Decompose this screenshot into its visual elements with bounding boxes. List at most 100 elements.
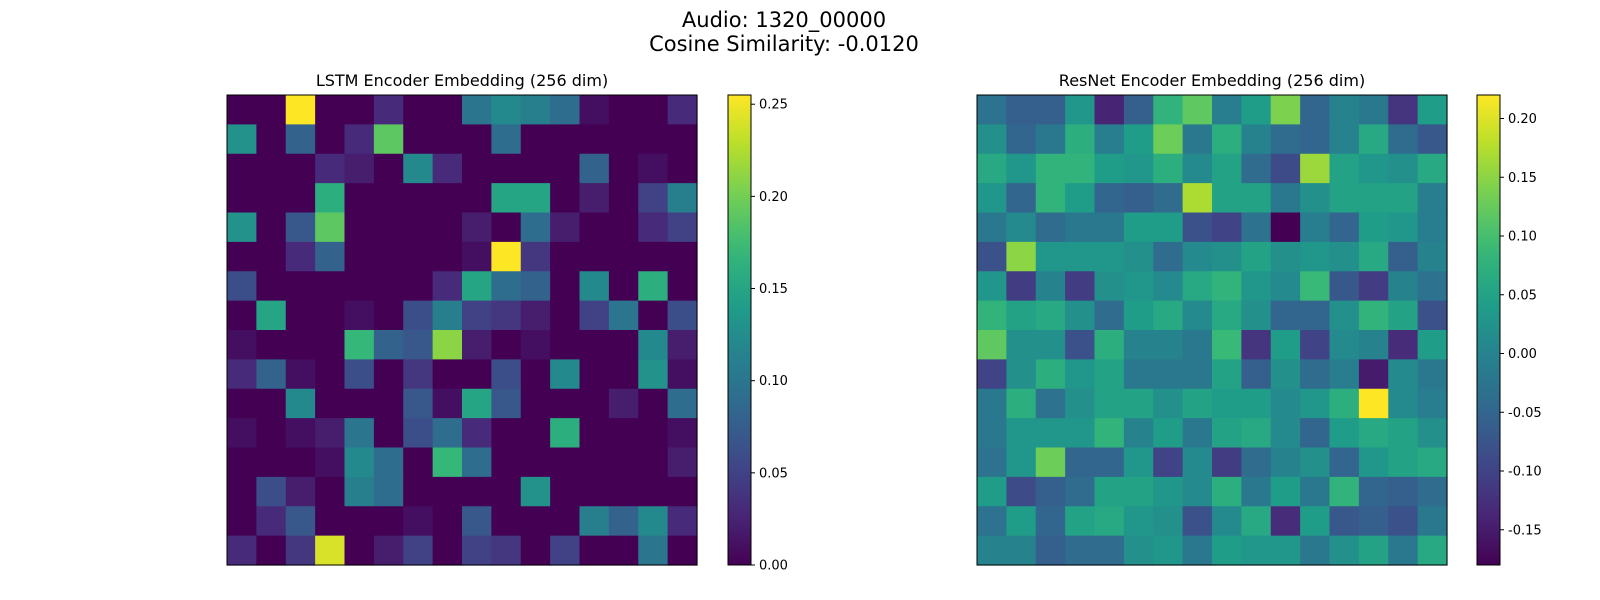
lstm-heatmap-cell (227, 212, 257, 243)
resnet-heatmap-cell (1388, 330, 1419, 360)
resnet-heatmap-cell (1182, 359, 1213, 390)
resnet-heatmap-cell (1241, 506, 1272, 537)
resnet-colorbar-tick-label: -0.15 (1508, 523, 1542, 538)
lstm-heatmap-cell (520, 506, 551, 537)
resnet-heatmap-cell (1182, 535, 1213, 566)
resnet-heatmap-cell (1300, 95, 1331, 125)
lstm-heatmap-cell (462, 153, 492, 184)
resnet-heatmap-cell (1094, 241, 1125, 272)
lstm-heatmap-cell (638, 506, 669, 537)
resnet-heatmap-cell (1123, 241, 1154, 272)
lstm-heatmap-cell (256, 535, 287, 566)
lstm-heatmap-cell (344, 183, 375, 214)
resnet-heatmap-cell (1123, 95, 1154, 125)
resnet-heatmap-cell (1094, 447, 1125, 478)
resnet-heatmap-cell (1153, 241, 1184, 272)
resnet-heatmap-cell (1329, 418, 1360, 449)
lstm-heatmap-cell (491, 153, 522, 184)
resnet-heatmap-cell (977, 153, 1007, 184)
lstm-heatmap-cell (579, 212, 610, 243)
resnet-heatmap-cell (1006, 330, 1037, 360)
resnet-colorbar (1476, 94, 1501, 566)
resnet-heatmap-cell (1300, 359, 1331, 390)
lstm-heatmap-cell (344, 300, 375, 331)
lstm-heatmap-cell (285, 506, 316, 537)
resnet-heatmap-cell (1241, 388, 1272, 419)
resnet-heatmap-cell (1065, 95, 1096, 125)
resnet-colorbar-tick-label: 0.15 (1508, 171, 1537, 186)
lstm-heatmap-cell (462, 271, 492, 302)
lstm-heatmap-cell (256, 506, 287, 537)
resnet-heatmap-cell (1212, 241, 1242, 272)
lstm-heatmap-cell (432, 418, 463, 449)
resnet-heatmap-cell (1212, 124, 1242, 155)
lstm-heatmap-cell (256, 359, 287, 390)
lstm-heatmap-cell (491, 330, 522, 360)
lstm-heatmap-cell (315, 359, 346, 390)
lstm-heatmap-cell (344, 241, 375, 272)
lstm-colorbar-tick-label: 0.10 (759, 374, 788, 389)
resnet-heatmap-cell (1329, 95, 1360, 125)
resnet-heatmap-cell (1123, 535, 1154, 566)
lstm-heatmap-cell (579, 388, 610, 419)
lstm-heatmap-cell (403, 300, 434, 331)
lstm-heatmap-cell (403, 418, 434, 449)
lstm-colorbar (727, 94, 752, 566)
resnet-heatmap-cell (1153, 476, 1184, 507)
lstm-heatmap-cell (285, 212, 316, 243)
lstm-heatmap-cell (638, 535, 669, 566)
lstm-heatmap-cell (256, 95, 287, 125)
lstm-heatmap-cell (373, 476, 404, 507)
resnet-heatmap-cell (1388, 183, 1419, 214)
lstm-heatmap-cell (667, 447, 698, 478)
resnet-heatmap-cell (1241, 535, 1272, 566)
lstm-heatmap-cell (285, 418, 316, 449)
lstm-heatmap-cell (667, 241, 698, 272)
lstm-heatmap-cell (667, 388, 698, 419)
lstm-heatmap-cell (608, 153, 639, 184)
resnet-heatmap-cell (1388, 447, 1419, 478)
lstm-heatmap-cell (491, 476, 522, 507)
lstm-heatmap-cell (315, 300, 346, 331)
lstm-heatmap-cell (520, 359, 551, 390)
lstm-heatmap-cell (256, 330, 287, 360)
resnet-heatmap-cell (1270, 330, 1301, 360)
resnet-heatmap-cell (977, 183, 1007, 214)
resnet-heatmap-cell (1417, 212, 1448, 243)
lstm-heatmap-cell (432, 506, 463, 537)
resnet-heatmap-cell (1065, 476, 1096, 507)
resnet-heatmap-cell (1300, 418, 1331, 449)
resnet-heatmap-cell (1153, 388, 1184, 419)
lstm-heatmap-cell (227, 447, 257, 478)
resnet-heatmap-cell (1388, 241, 1419, 272)
lstm-heatmap-cell (638, 476, 669, 507)
resnet-heatmap-cell (1035, 153, 1066, 184)
lstm-heatmap-cell (608, 95, 639, 125)
lstm-heatmap-cell (491, 300, 522, 331)
lstm-heatmap-cell (579, 124, 610, 155)
lstm-colorbar-tick-label: 0.00 (759, 559, 788, 574)
lstm-heatmap-cell (462, 300, 492, 331)
resnet-heatmap-cell (1035, 124, 1066, 155)
lstm-heatmap-cell (667, 330, 698, 360)
resnet-heatmap-cell (1388, 300, 1419, 331)
resnet-heatmap-cell (1182, 388, 1213, 419)
lstm-heatmap-cell (315, 153, 346, 184)
resnet-heatmap-cell (1300, 183, 1331, 214)
lstm-heatmap-cell (638, 153, 669, 184)
lstm-heatmap-cell (638, 212, 669, 243)
resnet-heatmap-cell (1035, 183, 1066, 214)
resnet-heatmap-cell (1123, 124, 1154, 155)
lstm-heatmap-cell (403, 447, 434, 478)
resnet-heatmap-cell (977, 300, 1007, 331)
lstm-heatmap-cell (579, 447, 610, 478)
lstm-heatmap-cell (520, 212, 551, 243)
lstm-heatmap-cell (491, 388, 522, 419)
lstm-heatmap-cell (638, 330, 669, 360)
lstm-heatmap-cell (373, 535, 404, 566)
resnet-heatmap-cell (1241, 241, 1272, 272)
resnet-heatmap-cell (1212, 300, 1242, 331)
resnet-heatmap-cell (1241, 271, 1272, 302)
lstm-heatmap-cell (520, 476, 551, 507)
